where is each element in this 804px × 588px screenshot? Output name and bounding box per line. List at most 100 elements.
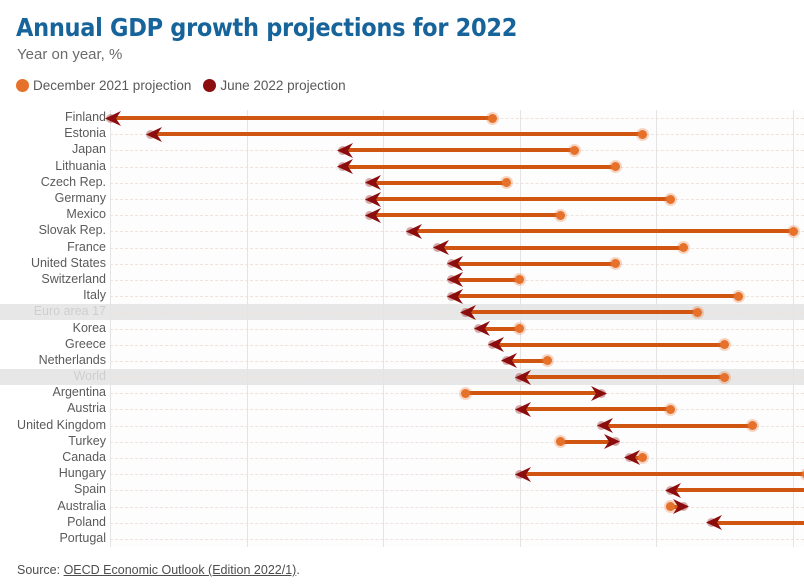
- arrow-head-icon: [364, 191, 381, 207]
- highlight-band: [0, 368, 804, 386]
- circle-icon: [16, 79, 29, 92]
- data-row[interactable]: [110, 320, 804, 338]
- december-projection-dot[interactable]: [610, 162, 620, 172]
- data-row[interactable]: [110, 384, 804, 402]
- data-row[interactable]: [110, 141, 804, 159]
- december-projection-dot[interactable]: [556, 437, 566, 447]
- legend-label-june: June 2022 projection: [220, 78, 346, 93]
- connector-line: [711, 520, 804, 525]
- arrow-head-icon: [473, 321, 490, 336]
- data-row[interactable]: [110, 287, 804, 305]
- data-row[interactable]: [110, 271, 804, 289]
- horizontal-gridline: [110, 328, 804, 330]
- data-row[interactable]: [110, 433, 804, 451]
- data-row[interactable]: [110, 303, 804, 321]
- connector-line: [519, 472, 804, 477]
- data-row[interactable]: [110, 158, 804, 176]
- horizontal-gridline: [110, 457, 804, 459]
- data-row[interactable]: [110, 190, 804, 208]
- y-axis-label: United Kingdom: [17, 417, 106, 432]
- december-projection-dot[interactable]: [733, 291, 743, 301]
- december-projection-dot[interactable]: [747, 421, 757, 431]
- december-projection-dot[interactable]: [460, 388, 470, 398]
- arrow-head-icon: [405, 223, 422, 239]
- data-row[interactable]: [110, 400, 804, 418]
- arrow-head-icon: [706, 515, 723, 531]
- connector-line: [342, 148, 575, 153]
- data-row[interactable]: [110, 352, 804, 370]
- arrow-head-icon: [364, 207, 381, 223]
- arrow-head-icon: [487, 337, 504, 353]
- data-row[interactable]: [110, 498, 804, 516]
- data-row[interactable]: [110, 125, 804, 143]
- data-row[interactable]: [110, 336, 804, 354]
- y-axis-label: Slovak Rep.: [38, 223, 106, 238]
- arrow-head-icon: [432, 240, 449, 256]
- legend-item-june[interactable]: June 2022 projection: [203, 78, 346, 93]
- y-axis-label: Czech Rep.: [40, 174, 106, 189]
- december-projection-dot[interactable]: [501, 178, 511, 188]
- december-projection-dot[interactable]: [692, 307, 702, 317]
- y-axis-label: Netherlands: [38, 352, 106, 367]
- horizontal-gridline: [110, 312, 804, 314]
- arrow-head-icon: [337, 142, 354, 158]
- y-axis-labels: Finland Estonia Japan Lithuania Czech Rep. Ge…: [0, 110, 106, 547]
- y-axis-label: Mexico: [66, 207, 106, 222]
- arrow-head-icon: [446, 288, 463, 304]
- data-row[interactable]: [110, 530, 804, 548]
- horizontal-gridline: [110, 538, 804, 540]
- december-projection-dot[interactable]: [515, 275, 525, 285]
- y-axis-label: Poland: [67, 514, 106, 529]
- arrow-head-icon: [672, 499, 689, 515]
- december-projection-dot[interactable]: [556, 210, 566, 220]
- december-projection-dot[interactable]: [665, 404, 675, 414]
- connector-line: [519, 407, 671, 412]
- december-projection-dot[interactable]: [720, 372, 730, 382]
- data-row[interactable]: [110, 239, 804, 257]
- source-prefix: Source:: [17, 563, 64, 577]
- december-projection-dot[interactable]: [488, 113, 498, 123]
- data-row[interactable]: [110, 206, 804, 224]
- arrow-head-icon: [514, 401, 531, 417]
- data-row[interactable]: [110, 222, 804, 240]
- plot-area: [0, 109, 804, 548]
- horizontal-gridline: [110, 377, 804, 379]
- december-projection-dot[interactable]: [610, 259, 620, 269]
- legend-item-december[interactable]: December 2021 projection: [16, 78, 191, 93]
- december-projection-dot[interactable]: [515, 324, 525, 333]
- december-projection-dot[interactable]: [788, 226, 798, 236]
- arrow-head-icon: [364, 175, 381, 191]
- data-row[interactable]: [110, 368, 804, 386]
- arrow-head-icon: [446, 272, 463, 288]
- connector-line: [629, 455, 643, 460]
- y-axis-label: Estonia: [64, 126, 106, 141]
- december-projection-dot[interactable]: [679, 243, 689, 253]
- circle-icon: [203, 79, 217, 92]
- december-projection-dot[interactable]: [638, 453, 648, 463]
- y-axis-label: Greece: [65, 336, 106, 351]
- chart-subtitle: Year on year, %: [17, 46, 123, 63]
- december-projection-dot[interactable]: [802, 469, 804, 479]
- source-link[interactable]: OECD Economic Outlook (Edition 2022/1): [63, 563, 297, 577]
- connector-line: [506, 358, 548, 363]
- horizontal-gridline: [110, 344, 804, 346]
- arrow-head-icon: [460, 304, 477, 320]
- december-projection-dot[interactable]: [638, 129, 648, 139]
- y-axis-label: Argentina: [52, 385, 106, 400]
- y-axis-label: Turkey: [68, 433, 106, 448]
- december-projection-dot[interactable]: [665, 502, 675, 512]
- december-projection-dot[interactable]: [542, 356, 552, 366]
- data-row[interactable]: [110, 481, 804, 499]
- data-row[interactable]: [110, 514, 804, 532]
- data-row[interactable]: [110, 449, 804, 467]
- data-row[interactable]: [110, 417, 804, 435]
- december-projection-dot[interactable]: [569, 145, 579, 155]
- data-row[interactable]: [110, 465, 804, 483]
- december-projection-dot[interactable]: [720, 340, 730, 350]
- arrow-head-icon: [596, 418, 613, 434]
- y-axis-label: United States: [30, 255, 106, 270]
- data-row[interactable]: [110, 174, 804, 192]
- data-row[interactable]: [105, 109, 804, 127]
- data-row[interactable]: [110, 255, 804, 273]
- december-projection-dot[interactable]: [665, 194, 675, 204]
